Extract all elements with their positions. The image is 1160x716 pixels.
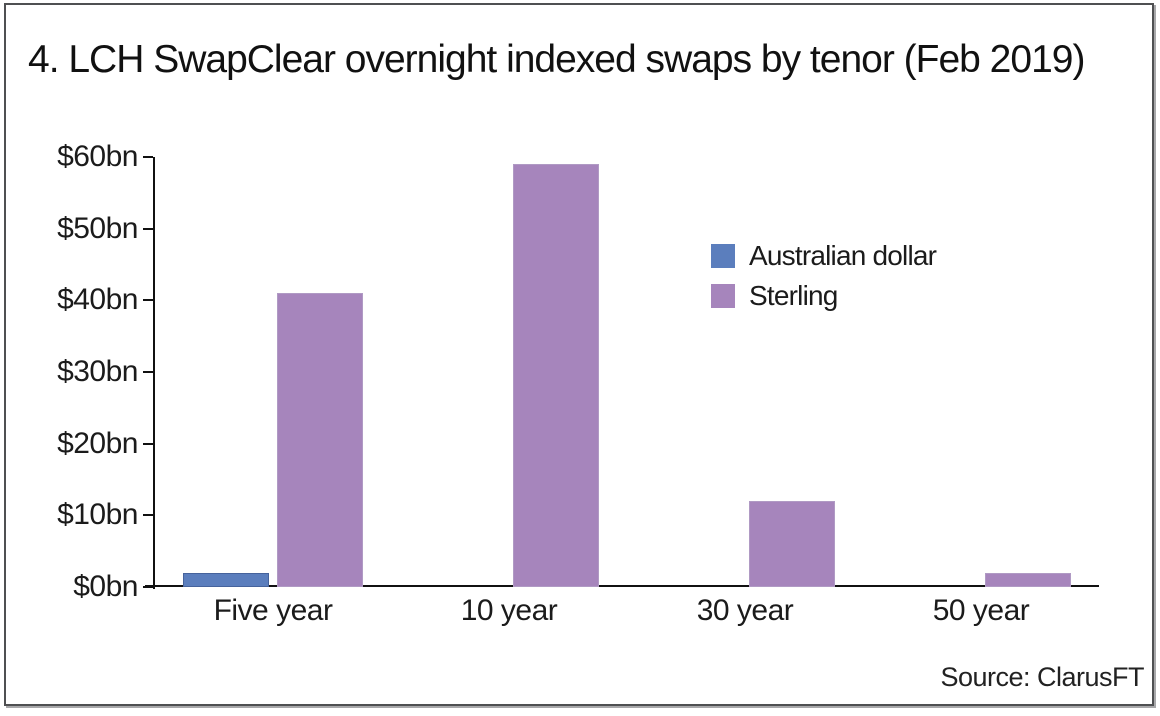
source-credit: Source: ClarusFT: [940, 662, 1144, 692]
x-tick-label-10-year: 10 year: [460, 594, 558, 627]
bar-sterling-30-year: [749, 501, 835, 587]
y-tick-label: $30bn: [57, 355, 138, 388]
y-tick-mark: [143, 443, 153, 445]
y-tick-mark: [143, 156, 153, 158]
legend: Australian dollar Sterling: [711, 236, 937, 316]
bar-australian-dollar-five-year: [183, 573, 269, 587]
y-tick-label: $10bn: [57, 498, 138, 531]
legend-label: Australian dollar: [749, 240, 937, 271]
legend-swatch-sterling: [711, 284, 735, 308]
y-tick-label: $20bn: [57, 427, 138, 460]
chart-title: 4. LCH SwapClear overnight indexed swaps…: [28, 38, 1085, 81]
legend-item-australian-dollar: Australian dollar: [711, 236, 937, 276]
y-tick-mark: [143, 299, 153, 301]
y-tick-mark: [143, 228, 153, 230]
y-tick-label: $50bn: [57, 212, 138, 245]
bar-sterling-five-year: [277, 293, 363, 587]
y-axis-line: [153, 157, 155, 589]
y-tick-label: $0bn: [73, 570, 138, 603]
x-tick-label-50-year: 50 year: [932, 594, 1030, 627]
y-tick-mark: [143, 586, 153, 588]
y-tick-mark: [143, 514, 153, 516]
bar-sterling-50-year: [985, 573, 1071, 587]
legend-swatch-australian-dollar: [711, 244, 735, 268]
bar-sterling-10-year: [513, 164, 599, 587]
y-tick-mark: [143, 371, 153, 373]
legend-item-sterling: Sterling: [711, 276, 936, 316]
x-tick-label-five-year: Five year: [213, 594, 333, 627]
x-tick-label-30-year: 30 year: [696, 594, 794, 627]
legend-label: Sterling: [749, 280, 838, 311]
y-tick-label: $60bn: [57, 140, 138, 173]
x-axis-line: [145, 585, 1099, 587]
y-tick-label: $40bn: [57, 283, 138, 316]
